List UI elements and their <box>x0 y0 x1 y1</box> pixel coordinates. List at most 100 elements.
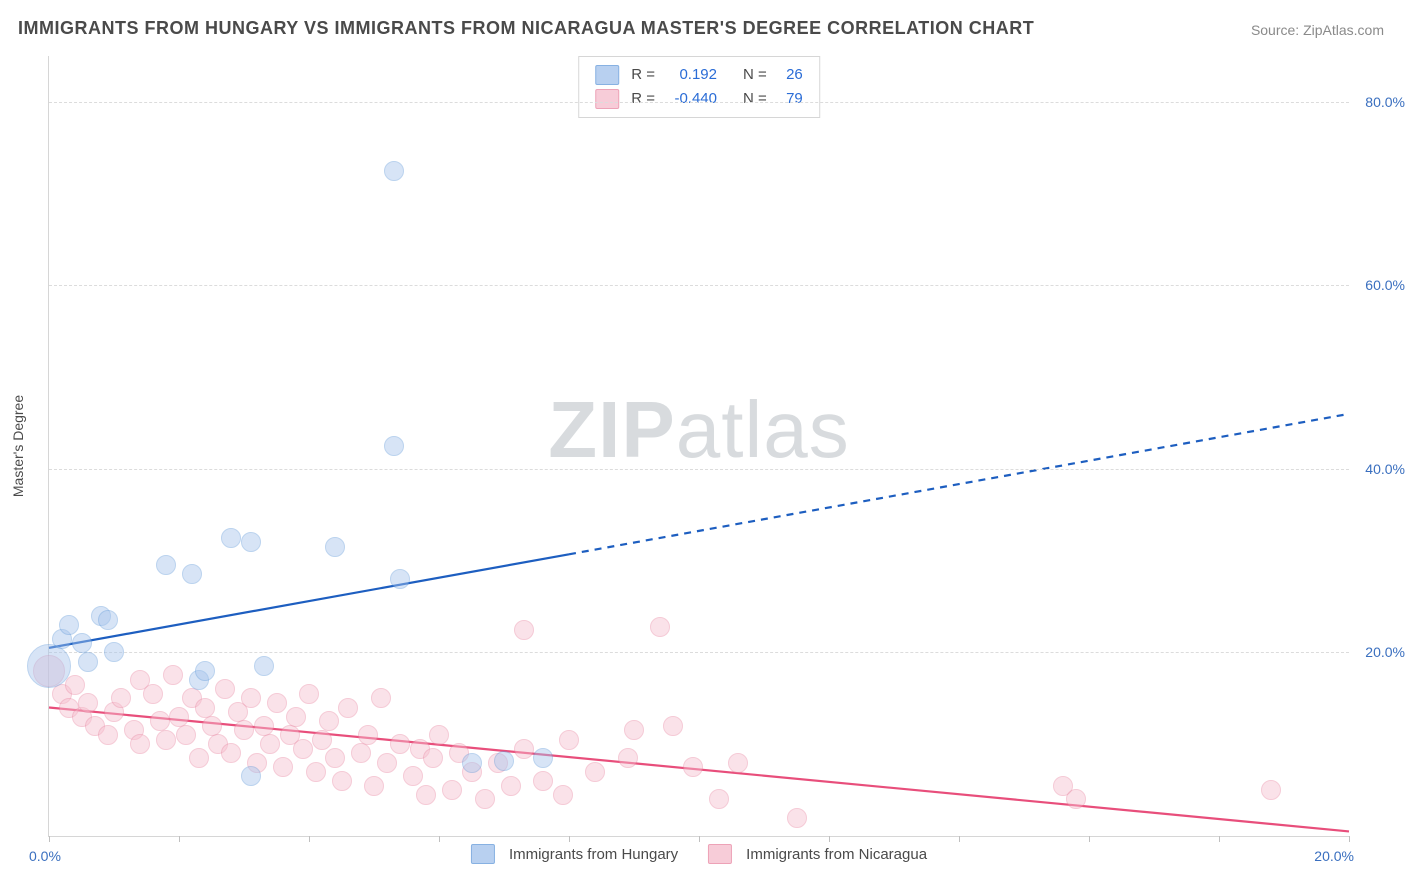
watermark-bold: ZIP <box>548 385 675 474</box>
point-nicaragua <box>442 780 462 800</box>
point-nicaragua <box>475 789 495 809</box>
point-nicaragua <box>143 684 163 704</box>
point-nicaragua <box>371 688 391 708</box>
source-attribution: Source: ZipAtlas.com <box>1251 22 1384 38</box>
point-nicaragua <box>234 720 254 740</box>
legend-n-label: N = <box>743 63 767 87</box>
point-nicaragua <box>319 711 339 731</box>
series-legend: Immigrants from Hungary Immigrants from N… <box>471 844 927 864</box>
point-hungary <box>325 537 345 557</box>
point-nicaragua <box>254 716 274 736</box>
gridline <box>49 469 1349 470</box>
trend-lines-layer <box>49 56 1349 836</box>
legend-swatch <box>708 844 732 864</box>
watermark: ZIPatlas <box>548 384 849 476</box>
point-hungary <box>52 629 72 649</box>
legend-swatch <box>595 65 619 85</box>
x-tick <box>49 836 50 842</box>
legend-n-label: N = <box>743 87 767 111</box>
point-nicaragua <box>195 698 215 718</box>
legend-n-value: 26 <box>773 63 803 87</box>
point-hungary <box>98 610 118 630</box>
point-nicaragua <box>462 762 482 782</box>
x-tick <box>699 836 700 842</box>
legend-r-label: R = <box>631 63 655 87</box>
point-nicaragua <box>202 716 222 736</box>
series-legend-label: Immigrants from Nicaragua <box>746 846 927 863</box>
point-nicaragua <box>351 743 371 763</box>
gridline <box>49 652 1349 653</box>
point-nicaragua <box>241 688 261 708</box>
point-nicaragua <box>273 757 293 777</box>
point-nicaragua <box>299 684 319 704</box>
y-axis-label: Master's Degree <box>10 395 26 497</box>
point-nicaragua <box>215 679 235 699</box>
legend-r-value: -0.440 <box>661 87 717 111</box>
point-nicaragua <box>124 720 144 740</box>
point-nicaragua <box>260 734 280 754</box>
point-nicaragua <box>150 711 170 731</box>
point-nicaragua <box>553 785 573 805</box>
y-tick-label: 40.0% <box>1355 461 1405 477</box>
point-hungary <box>533 748 553 768</box>
x-tick <box>1089 836 1090 842</box>
point-nicaragua <box>332 771 352 791</box>
y-tick-label: 80.0% <box>1355 94 1405 110</box>
x-tick <box>569 836 570 842</box>
correlation-legend: R =0.192N =26R =-0.440N =79 <box>578 56 820 118</box>
point-nicaragua <box>364 776 384 796</box>
point-nicaragua <box>111 688 131 708</box>
x-axis-min-label: 0.0% <box>29 848 61 864</box>
series-legend-item: Immigrants from Nicaragua <box>708 844 927 864</box>
y-tick-label: 60.0% <box>1355 277 1405 293</box>
point-nicaragua <box>377 753 397 773</box>
point-nicaragua <box>130 670 150 690</box>
legend-r-value: 0.192 <box>661 63 717 87</box>
point-hungary <box>384 436 404 456</box>
point-hungary <box>390 569 410 589</box>
point-nicaragua <box>663 716 683 736</box>
point-nicaragua <box>267 693 287 713</box>
point-nicaragua <box>325 748 345 768</box>
point-nicaragua <box>709 789 729 809</box>
point-hungary <box>91 606 111 626</box>
legend-n-value: 79 <box>773 87 803 111</box>
point-nicaragua <box>338 698 358 718</box>
point-hungary <box>72 633 92 653</box>
point-hungary <box>78 652 98 672</box>
point-nicaragua <box>189 748 209 768</box>
legend-swatch <box>471 844 495 864</box>
point-nicaragua <box>624 720 644 740</box>
series-legend-label: Immigrants from Hungary <box>509 846 678 863</box>
point-nicaragua <box>176 725 196 745</box>
point-nicaragua <box>683 757 703 777</box>
point-hungary <box>494 751 514 771</box>
point-nicaragua <box>390 734 410 754</box>
point-nicaragua <box>312 730 332 750</box>
point-nicaragua <box>52 684 72 704</box>
point-hungary <box>195 661 215 681</box>
point-nicaragua <box>488 753 508 773</box>
legend-swatch <box>595 89 619 109</box>
legend-stat-row: R =-0.440N =79 <box>595 87 803 111</box>
point-hungary <box>241 766 261 786</box>
plot-area: ZIPatlas R =0.192N =26R =-0.440N =79 Imm… <box>48 56 1349 837</box>
point-hungary <box>384 161 404 181</box>
chart-title: IMMIGRANTS FROM HUNGARY VS IMMIGRANTS FR… <box>18 18 1034 39</box>
point-hungary <box>156 555 176 575</box>
point-nicaragua <box>156 730 176 750</box>
point-nicaragua <box>286 707 306 727</box>
point-nicaragua <box>33 655 65 687</box>
point-hungary <box>59 615 79 635</box>
point-nicaragua <box>306 762 326 782</box>
point-nicaragua <box>78 693 98 713</box>
point-nicaragua <box>163 665 183 685</box>
point-nicaragua <box>650 617 670 637</box>
point-nicaragua <box>787 808 807 828</box>
point-nicaragua <box>228 702 248 722</box>
x-tick <box>309 836 310 842</box>
x-tick <box>959 836 960 842</box>
gridline <box>49 102 1349 103</box>
point-nicaragua <box>59 698 79 718</box>
x-tick <box>1349 836 1350 842</box>
